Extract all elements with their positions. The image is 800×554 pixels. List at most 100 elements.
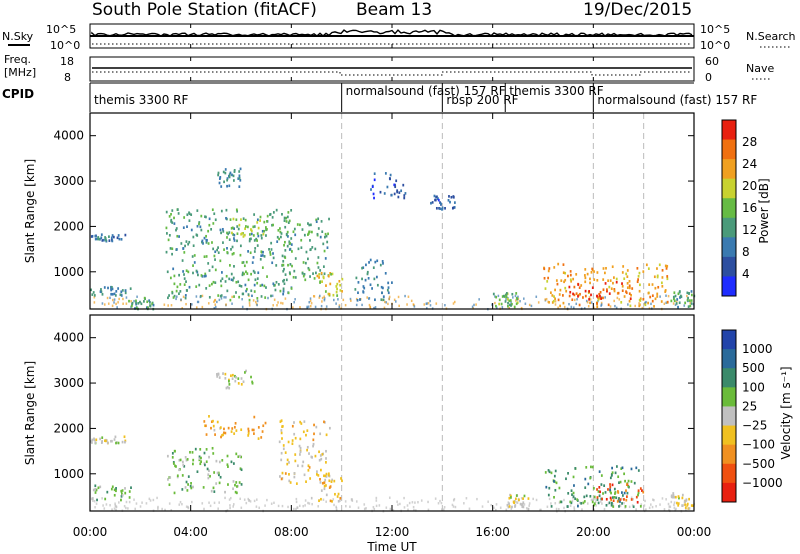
data-cell — [325, 472, 328, 476]
data-cell — [243, 233, 246, 237]
data-cell — [302, 261, 305, 264]
data-cell — [435, 206, 438, 210]
data-cell — [633, 481, 636, 485]
data-cell — [185, 240, 188, 243]
data-cell — [237, 227, 240, 231]
data-cell — [283, 216, 286, 220]
scatter-cell — [652, 498, 654, 501]
data-cell — [124, 491, 127, 495]
scatter-cell — [589, 298, 592, 301]
scatter-cell — [164, 508, 166, 512]
data-cell — [284, 249, 287, 252]
scatter-cell — [229, 504, 231, 507]
data-cell — [111, 439, 113, 443]
data-cell — [197, 273, 199, 277]
data-cell — [509, 494, 512, 498]
colorbar-tick-label: 8 — [742, 245, 750, 259]
scatter-cell — [558, 501, 561, 504]
data-cell — [591, 465, 594, 469]
data-cell — [239, 253, 242, 257]
data-cell — [576, 498, 579, 501]
data-cell — [568, 294, 571, 298]
data-cell — [95, 438, 98, 442]
scatter-cell — [361, 303, 363, 307]
data-cell — [573, 484, 575, 487]
data-cell — [304, 278, 307, 282]
data-cell — [256, 218, 259, 222]
data-cell — [183, 216, 186, 219]
data-cell — [225, 274, 228, 278]
data-cell — [216, 420, 219, 424]
data-cell — [217, 372, 220, 376]
data-cell — [97, 486, 100, 490]
data-cell — [124, 487, 126, 490]
scatter-cell — [667, 502, 670, 506]
data-cell — [588, 290, 591, 293]
scatter-cell — [349, 505, 351, 508]
data-cell — [495, 304, 497, 308]
data-cell — [656, 267, 658, 270]
data-cell — [110, 439, 112, 443]
data-cell — [340, 477, 342, 480]
data-cell — [110, 236, 113, 240]
data-cell — [308, 452, 310, 455]
station-title: South Pole Station (fitACF) — [92, 0, 317, 20]
data-cell — [91, 293, 94, 296]
data-cell — [233, 237, 235, 240]
scatter-cell — [271, 294, 274, 297]
data-cell — [396, 189, 399, 192]
data-cell — [676, 501, 678, 505]
scatter-cell — [673, 506, 676, 509]
data-cell — [222, 170, 225, 174]
data-cell — [522, 497, 524, 500]
data-cell — [598, 494, 601, 498]
data-cell — [171, 456, 174, 459]
data-cell — [361, 277, 363, 281]
data-cell — [93, 294, 96, 297]
scatter-cell — [251, 294, 253, 298]
colorbar-swatch — [722, 463, 736, 484]
scatter-cell — [429, 299, 431, 303]
data-cell — [271, 223, 273, 227]
colorbar-tick-label: −25 — [742, 419, 767, 433]
data-cell — [604, 282, 607, 285]
scatter-cell — [403, 496, 405, 500]
nave-line — [92, 71, 692, 76]
data-cell — [383, 192, 386, 195]
data-cell — [212, 419, 214, 423]
scatter-cell — [272, 304, 274, 307]
data-cell — [174, 449, 176, 453]
power-colorbar-label: Power [dB] — [757, 178, 771, 243]
scatter-cell — [325, 305, 328, 308]
data-cell — [329, 282, 332, 286]
data-cell — [600, 297, 603, 300]
data-cell — [328, 292, 331, 296]
scatter-cell — [163, 303, 166, 306]
data-cell — [619, 500, 621, 503]
data-cell — [262, 424, 265, 428]
data-cell — [120, 498, 122, 502]
scatter-cell — [686, 294, 688, 298]
data-cell — [508, 502, 510, 506]
data-cell — [224, 171, 227, 175]
data-cell — [286, 215, 289, 219]
scatter-cell — [338, 305, 341, 309]
data-cell — [615, 280, 618, 284]
data-cell — [317, 266, 320, 269]
data-cell — [637, 493, 639, 497]
data-cell — [203, 255, 206, 259]
data-cell — [571, 493, 573, 496]
data-cell — [279, 289, 282, 293]
data-cell — [681, 504, 684, 507]
data-cell — [299, 420, 302, 424]
data-cell — [198, 283, 201, 287]
scatter-cell — [195, 295, 198, 298]
scatter-cell — [544, 298, 547, 301]
data-cell — [228, 379, 230, 383]
noise-tick-bottom: 10^0 — [50, 39, 80, 52]
data-cell — [212, 486, 215, 490]
data-cell — [507, 301, 509, 305]
scatter-cell — [321, 296, 324, 300]
data-cell — [676, 298, 679, 301]
data-cell — [598, 486, 601, 489]
